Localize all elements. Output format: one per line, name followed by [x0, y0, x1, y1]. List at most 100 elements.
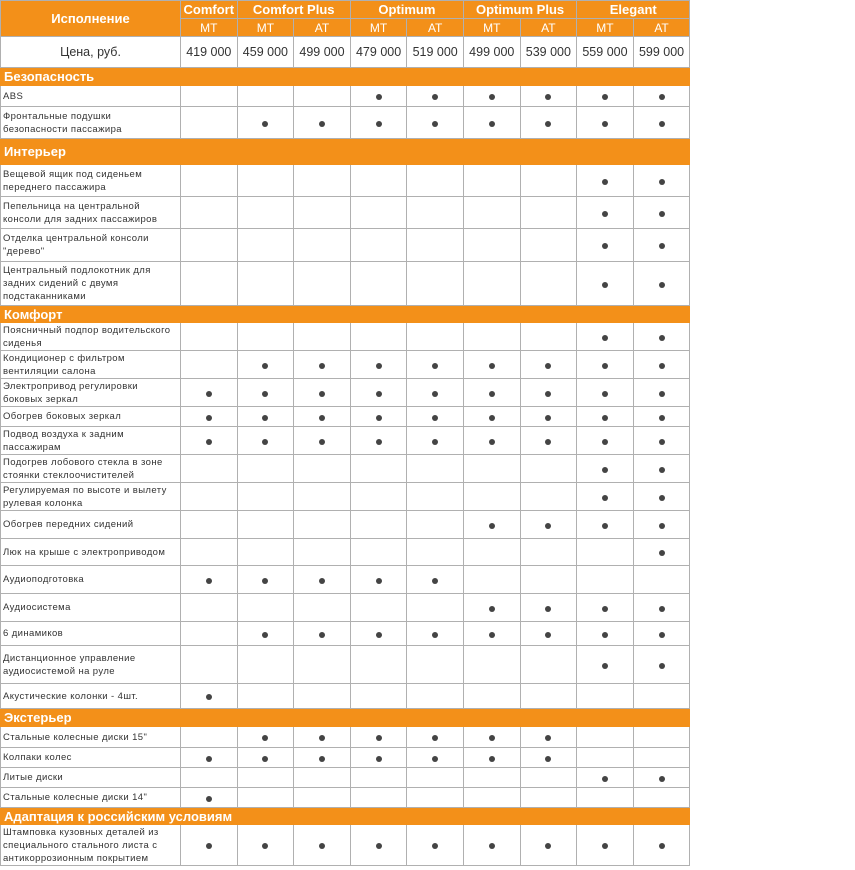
- option-cell: [519, 787, 578, 808]
- feature-label: Поясничный подпор водительского сиденья: [0, 322, 181, 351]
- feature-label: 6 динамиков: [0, 621, 181, 646]
- option-cell: [462, 621, 521, 646]
- feature-label: Акустические колонки - 4шт.: [0, 683, 181, 709]
- option-cell: [406, 228, 464, 262]
- option-cell: [293, 406, 351, 427]
- feature-row: Пепельница на центральной консоли для за…: [0, 196, 691, 229]
- option-cell: [349, 164, 408, 197]
- option-cell: [462, 106, 521, 139]
- option-cell: [349, 426, 408, 455]
- option-cell: [349, 621, 408, 646]
- option-cell: [293, 593, 351, 622]
- option-cell: [236, 593, 295, 622]
- option-cell: [462, 645, 521, 684]
- option-cell: [632, 378, 691, 407]
- option-dot: [488, 414, 495, 421]
- option-cell: [519, 228, 578, 262]
- variant: AT: [293, 18, 351, 37]
- option-cell: [236, 767, 295, 788]
- option-cell: [293, 726, 351, 748]
- option-dot: [262, 577, 269, 584]
- option-cell: [632, 726, 691, 748]
- feature-row: Аудиоподготовка: [0, 565, 691, 594]
- option-dot: [262, 735, 269, 741]
- option-cell: [236, 322, 295, 351]
- option-cell: [462, 482, 521, 511]
- option-dot: [375, 94, 382, 100]
- option-dot: [601, 662, 608, 669]
- option-dot: [601, 466, 608, 473]
- option-dot: [601, 362, 608, 369]
- option-dot: [318, 362, 325, 369]
- option-cell: [349, 747, 408, 768]
- option-cell: [349, 482, 408, 511]
- option-dot: [488, 94, 495, 100]
- option-dot: [488, 120, 495, 127]
- option-cell: [236, 538, 295, 566]
- feature-label: Регулируемая по высоте и вылету рулевая …: [0, 482, 181, 511]
- option-cell: [406, 426, 464, 455]
- option-cell: [632, 593, 691, 622]
- option-dot: [375, 390, 382, 397]
- variant: MT: [576, 18, 634, 37]
- price: 519 000: [406, 36, 464, 68]
- option-cell: [632, 747, 691, 768]
- option-cell: [293, 510, 351, 539]
- option-dot: [545, 522, 552, 529]
- option-dot: [601, 120, 608, 127]
- option-cell: [349, 538, 408, 566]
- option-cell: [576, 565, 634, 594]
- option-dot: [545, 755, 552, 762]
- option-dot: [601, 843, 608, 849]
- option-dot: [205, 390, 212, 397]
- feature-label: Подогрев лобового стекла в зоне стоянки …: [0, 454, 181, 483]
- feature-label: Фронтальные подушки безопасности пассажи…: [0, 106, 181, 139]
- header-row: Исполнение Comfort Comfort Plus Optimum Opti…: [0, 0, 691, 37]
- variant: MT: [462, 18, 521, 37]
- option-cell: [236, 726, 295, 748]
- option-cell: [576, 85, 634, 107]
- option-cell: [293, 350, 351, 379]
- feature-row: Штамповка кузовных деталей из специально…: [0, 824, 691, 866]
- option-cell: [632, 85, 691, 107]
- feature-label: Центральный подлокотник для задних сиден…: [0, 261, 181, 306]
- option-cell: [349, 726, 408, 748]
- option-dot: [658, 494, 665, 501]
- option-cell: [632, 510, 691, 539]
- option-cell: [462, 767, 521, 788]
- option-cell: [576, 645, 634, 684]
- option-cell: [519, 106, 578, 139]
- option-cell: [462, 787, 521, 808]
- option-dot: [205, 795, 212, 802]
- option-dot: [601, 178, 608, 185]
- option-cell: [236, 824, 295, 866]
- option-cell: [462, 747, 521, 768]
- option-dot: [375, 414, 382, 421]
- option-dot: [658, 334, 665, 341]
- option-dot: [658, 522, 665, 529]
- option-dot: [432, 631, 439, 638]
- option-cell: [236, 196, 295, 229]
- option-cell: [462, 322, 521, 351]
- section-title: Экстерьер: [0, 708, 691, 727]
- option-cell: [349, 454, 408, 483]
- option-dot: [658, 120, 665, 127]
- section-title: Интерьер: [0, 138, 691, 165]
- option-cell: [293, 322, 351, 351]
- model-name: Comfort Plus: [236, 0, 351, 19]
- option-dot: [488, 390, 495, 397]
- option-cell: [293, 85, 351, 107]
- option-cell: [632, 406, 691, 427]
- option-dot: [318, 414, 325, 421]
- section-row: Безопасность: [0, 67, 691, 86]
- option-dot: [601, 94, 608, 100]
- option-cell: [349, 645, 408, 684]
- feature-label: Люк на крыше с электроприводом: [0, 538, 181, 566]
- option-cell: [462, 261, 521, 306]
- variant: AT: [406, 18, 464, 37]
- option-dot: [318, 631, 325, 638]
- option-cell: [180, 228, 238, 262]
- option-cell: [519, 683, 578, 709]
- section-row: Интерьер: [0, 138, 691, 165]
- option-dot: [375, 438, 382, 445]
